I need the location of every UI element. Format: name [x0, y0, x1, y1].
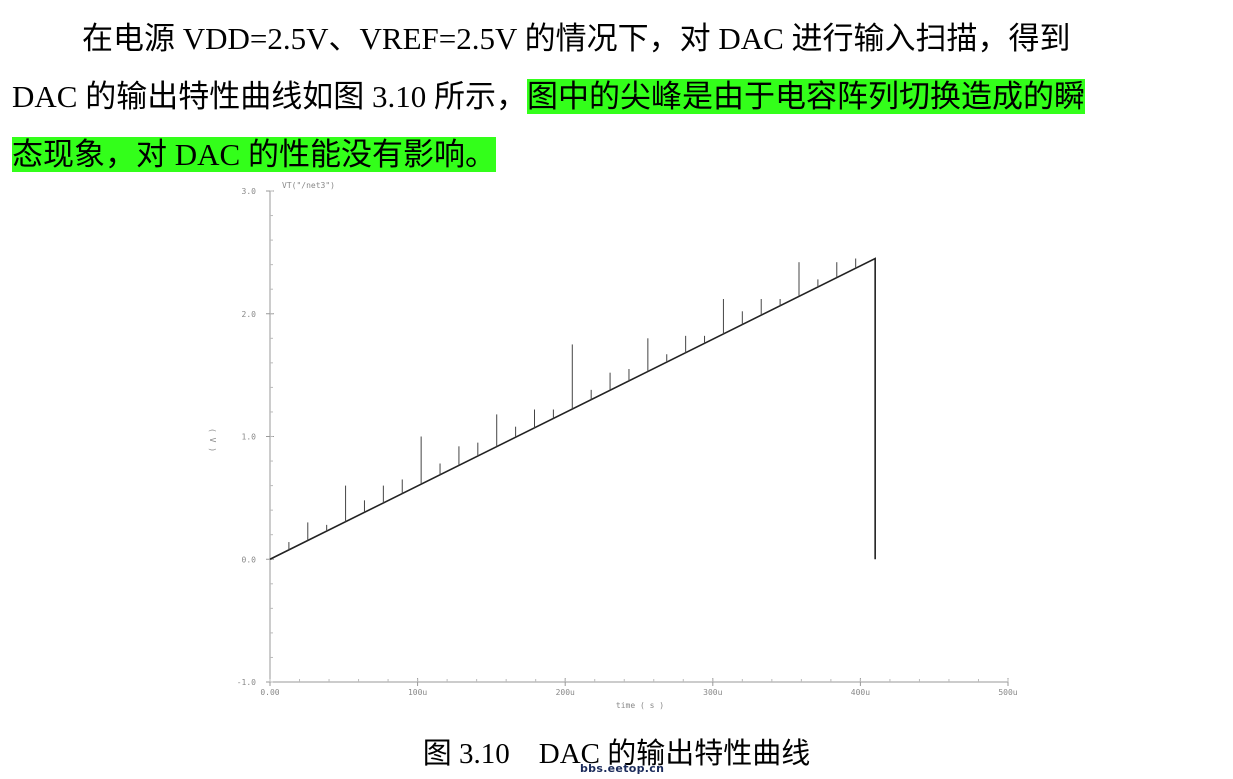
- y-tick-label: 0.0: [242, 555, 257, 564]
- paragraph-line-2-text: DAC 的输出特性曲线如图 3.10 所示，: [12, 79, 527, 114]
- x-tick-label: 0.00: [260, 688, 279, 697]
- chart-axes: 3.0 2.0 1.0 0.0 -1.0 0.00 100u 200u 300u 400u 500u: [237, 187, 1018, 697]
- figure-caption: 图 3.10 DAC 的输出特性曲线: [422, 738, 811, 770]
- x-tick-label: 100u: [408, 688, 427, 697]
- y-tick-label: 2.0: [242, 310, 257, 319]
- watermark-text: bbs.eetop.cn: [580, 762, 665, 775]
- y-tick-label: -1.0: [237, 678, 256, 687]
- series-line-0: [269, 257, 876, 560]
- y-axis-label: ( V ): [208, 428, 217, 452]
- x-tick-label: 400u: [851, 688, 870, 697]
- y-tick-label: 1.0: [242, 433, 257, 442]
- y-tick-label: 3.0: [242, 187, 257, 196]
- legend-label: VT("/net3"): [282, 181, 335, 190]
- body-paragraph: 在电源 VDD=2.5V、VREF=2.5V 的情况下，对 DAC 进行输入扫描…: [12, 10, 1220, 184]
- highlighted-text-2: 态现象，对 DAC 的性能没有影响。: [12, 137, 496, 172]
- x-tick-label: 200u: [556, 688, 575, 697]
- paragraph-line-2: DAC 的输出特性曲线如图 3.10 所示，图中的尖峰是由于电容阵列切换造成的瞬: [12, 68, 1220, 126]
- paragraph-line-3: 态现象，对 DAC 的性能没有影响。: [12, 126, 1220, 184]
- x-tick-label: 500u: [998, 688, 1017, 697]
- x-axis-label: time ( s ): [616, 701, 664, 710]
- x-tick-label: 300u: [703, 688, 722, 697]
- chart-marks: [269, 257, 876, 560]
- highlighted-text-1: 图中的尖峰是由于电容阵列切换造成的瞬: [526, 79, 1085, 114]
- paragraph-line-1: 在电源 VDD=2.5V、VREF=2.5V 的情况下，对 DAC 进行输入扫描…: [82, 21, 1071, 56]
